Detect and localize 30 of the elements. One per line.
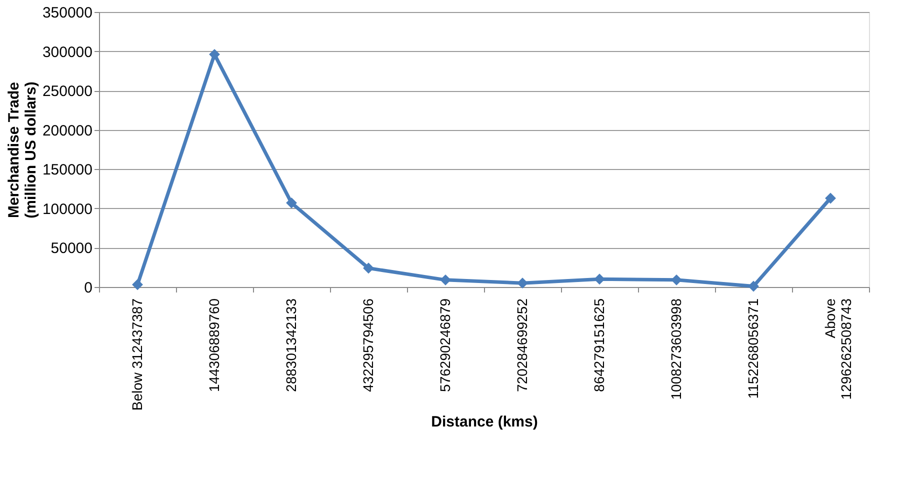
- y-tick-label: 100000: [42, 200, 92, 218]
- x-tick-label: 720284699252: [514, 298, 530, 392]
- y-tick-label: 0: [84, 280, 92, 296]
- x-tick-label: Below 312437387: [129, 298, 145, 411]
- x-tick-label: 432295794506: [360, 298, 376, 392]
- y-axis-title: Merchandise Trade (million US dollars): [5, 82, 40, 218]
- x-tick-label: 1008273603998: [668, 298, 684, 400]
- point: [209, 48, 220, 60]
- point: [825, 192, 836, 204]
- point: [594, 274, 605, 285]
- point: [363, 262, 374, 274]
- point: [748, 280, 759, 292]
- y-tick-label: 50000: [50, 240, 92, 258]
- x-tick-label: Above 1296262508743: [822, 298, 854, 400]
- y-tick-label: 250000: [42, 83, 92, 100]
- point: [671, 274, 682, 286]
- x-tick-label: 144306889760: [206, 298, 222, 392]
- point: [517, 278, 528, 289]
- y-tick-label: 150000: [42, 162, 92, 179]
- point: [286, 197, 297, 208]
- y-tick-label: 350000: [42, 4, 92, 22]
- x-tick-label: 576290246879: [437, 298, 453, 392]
- y-tick-label: 200000: [42, 122, 92, 140]
- point: [132, 279, 143, 290]
- point: [440, 274, 451, 286]
- y-tick-label: 300000: [42, 44, 92, 61]
- x-tick-label: 864279151625: [591, 298, 607, 392]
- x-axis-title: Distance (kms): [431, 414, 538, 431]
- x-tick-label: 288301342133: [283, 298, 299, 392]
- x-tick-label: 1152268056371: [745, 298, 761, 399]
